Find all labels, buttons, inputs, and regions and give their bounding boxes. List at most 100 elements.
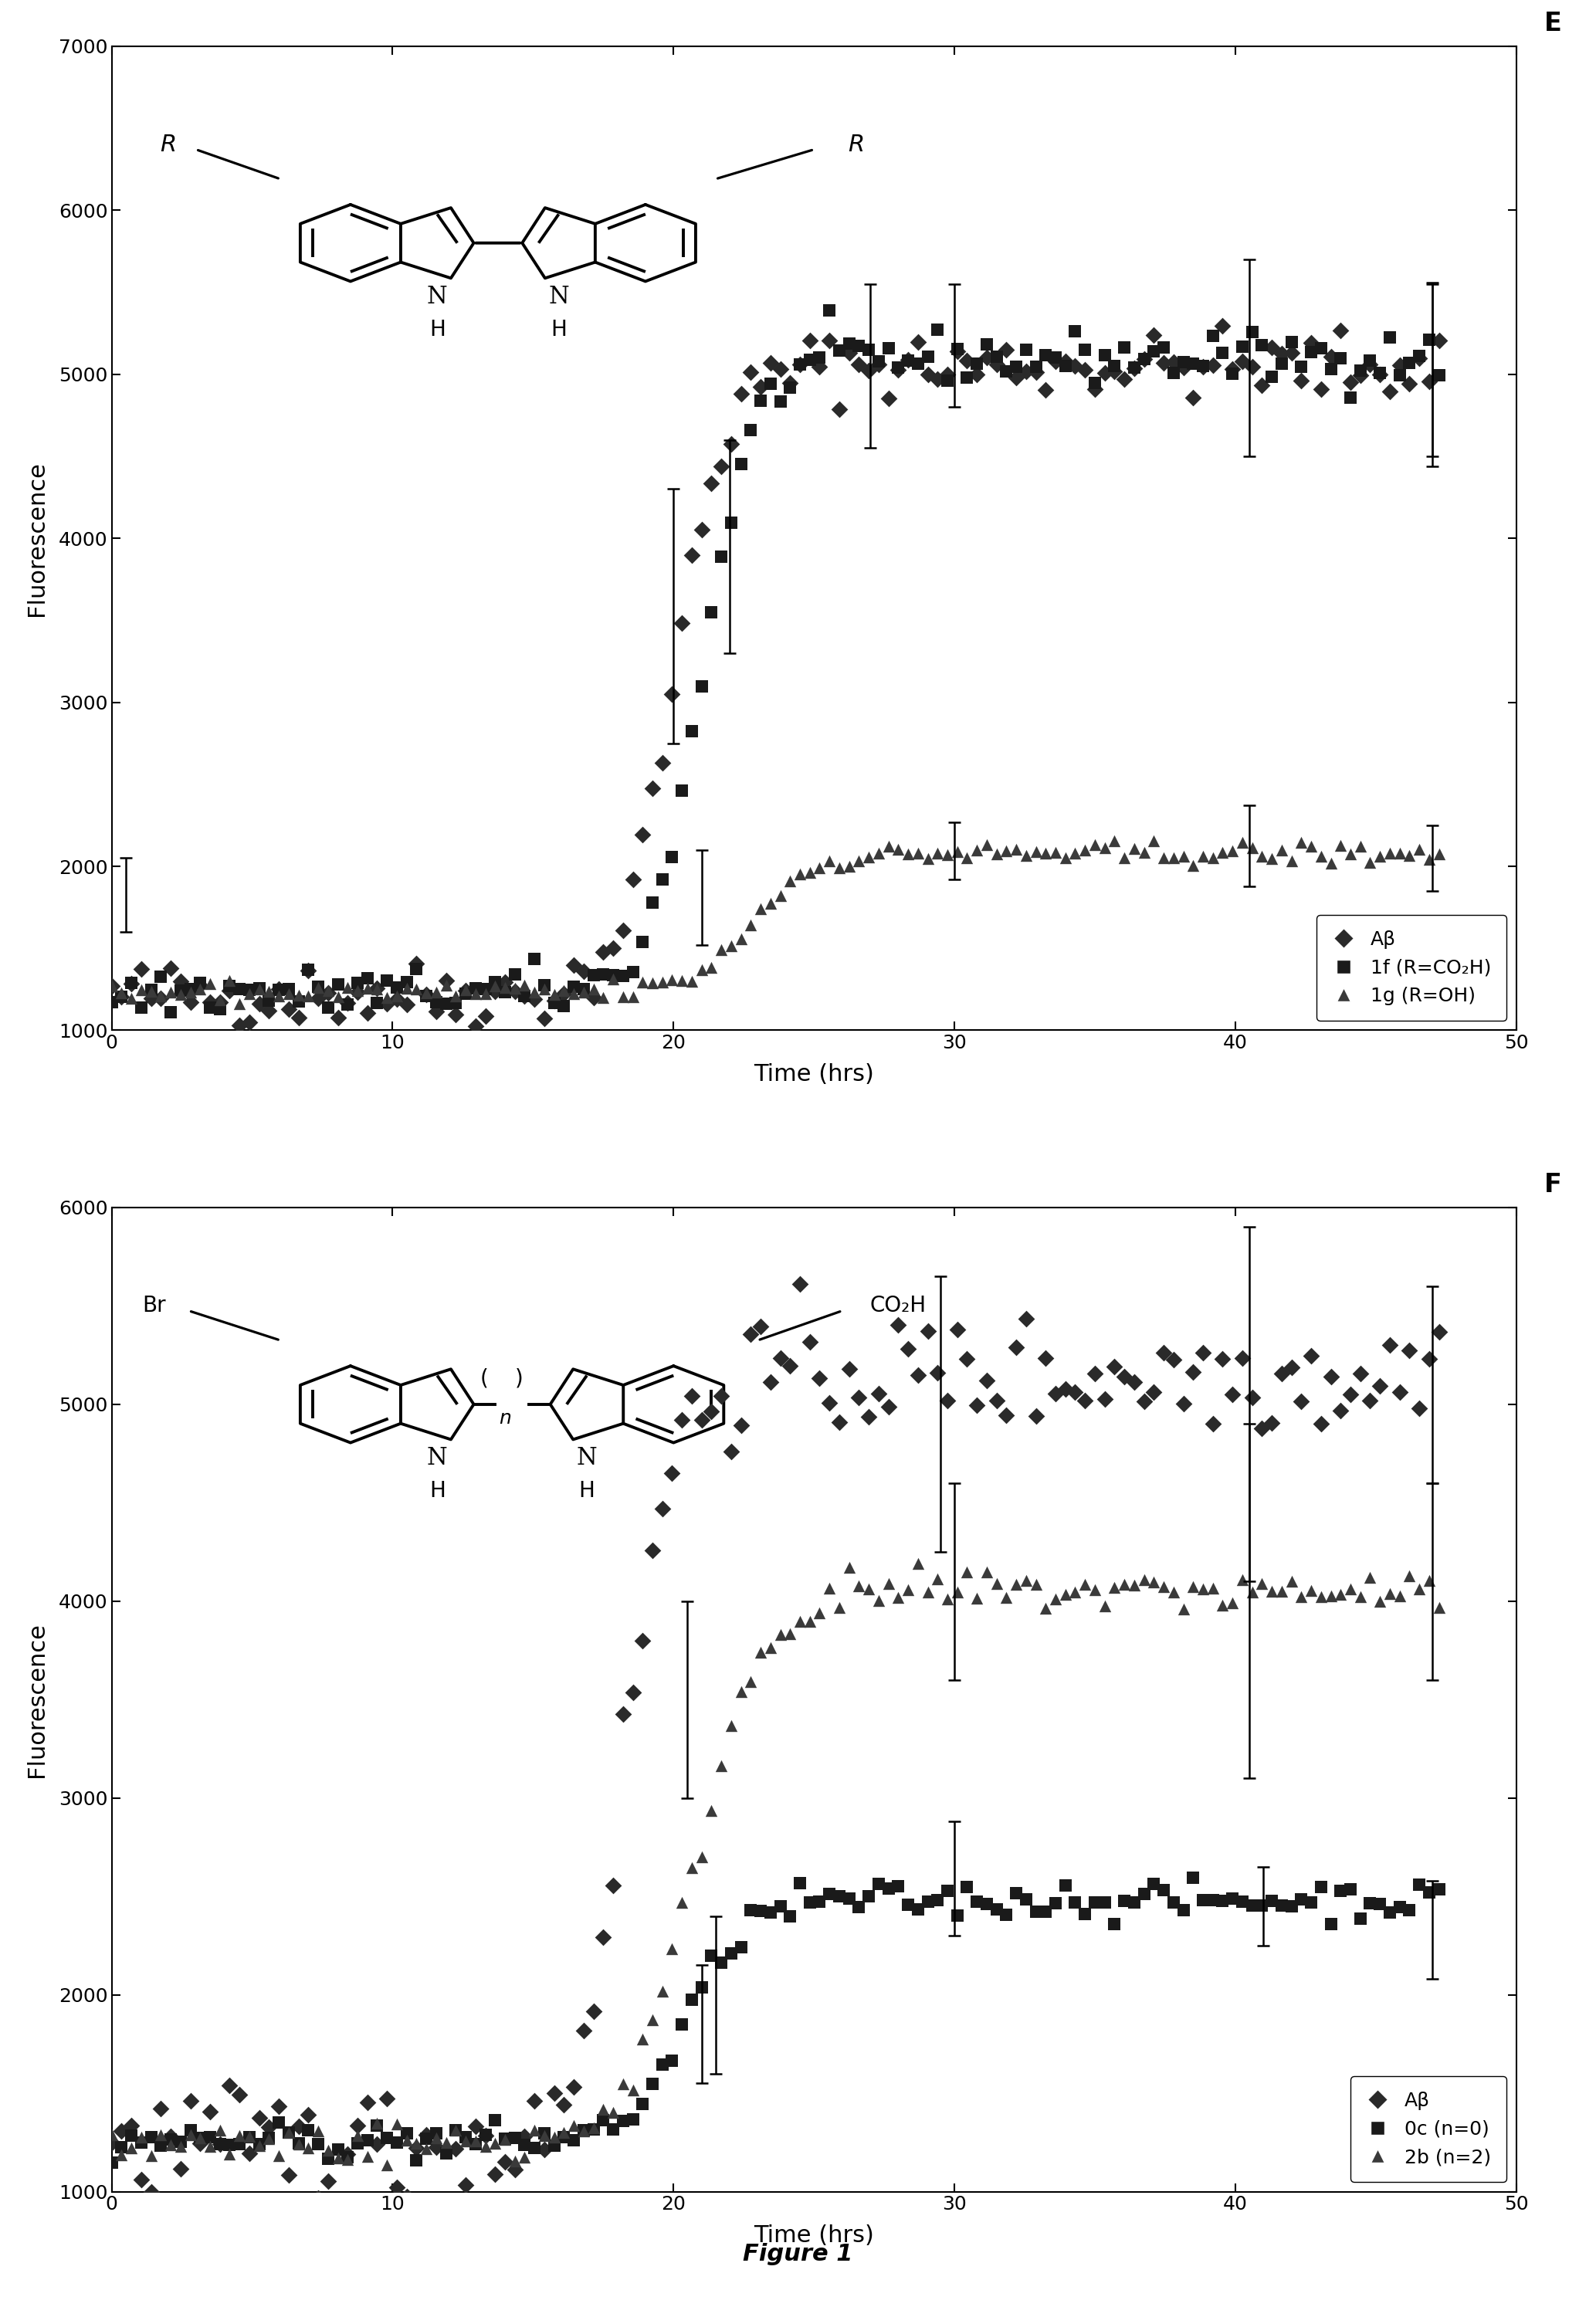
- Point: [1082, 826, 1108, 863]
- Point: [1200, 840, 1226, 877]
- Point: [749, 891, 774, 927]
- Point: [1170, 837, 1195, 874]
- Point: [886, 1578, 911, 1615]
- Point: [1092, 1587, 1117, 1624]
- Point: [1229, 1562, 1254, 1599]
- Point: [650, 1972, 675, 2009]
- Point: [482, 964, 508, 1001]
- Text: N: N: [426, 1446, 447, 1470]
- Point: [905, 835, 930, 872]
- Point: [345, 971, 370, 1008]
- Point: [472, 971, 498, 1008]
- Point: [326, 999, 351, 1036]
- Point: [945, 833, 970, 870]
- Point: [373, 2120, 399, 2157]
- Point: [1073, 332, 1098, 369]
- Point: [1101, 1906, 1127, 1942]
- Point: [1357, 1382, 1382, 1419]
- Point: [1111, 1566, 1136, 1603]
- Point: [1082, 1571, 1108, 1608]
- Point: [354, 994, 380, 1031]
- Point: [974, 339, 999, 376]
- Point: [453, 976, 479, 1013]
- Point: [257, 2120, 282, 2157]
- Point: [531, 967, 557, 1004]
- Point: [217, 2067, 243, 2104]
- Point: [945, 1310, 970, 1347]
- Point: [257, 2120, 282, 2157]
- Point: [207, 990, 233, 1027]
- Point: [512, 978, 538, 1015]
- Point: [817, 293, 843, 330]
- Point: [659, 1931, 685, 1968]
- Point: [1406, 339, 1432, 376]
- Point: [855, 1398, 881, 1435]
- Point: [1111, 840, 1136, 877]
- Point: [1013, 1880, 1039, 1917]
- Point: [600, 2092, 626, 2129]
- Point: [1033, 1590, 1058, 1626]
- Point: [1023, 1398, 1049, 1435]
- Point: [886, 831, 911, 867]
- Point: [433, 962, 458, 999]
- Point: [198, 990, 223, 1027]
- Point: [796, 1885, 822, 1922]
- Point: [562, 2106, 587, 2143]
- Point: [1309, 1869, 1334, 1906]
- Point: [964, 1883, 990, 1919]
- Point: [1259, 1405, 1285, 1442]
- Point: [817, 1569, 843, 1606]
- Point: [1132, 833, 1157, 870]
- Point: [935, 362, 961, 399]
- Point: [257, 2109, 282, 2146]
- Point: [158, 2120, 184, 2157]
- Point: [876, 1871, 902, 1908]
- Point: [267, 971, 292, 1008]
- Point: [1101, 353, 1127, 390]
- Point: [385, 978, 410, 1015]
- Point: [551, 976, 576, 1013]
- Point: [1033, 337, 1058, 374]
- Point: [895, 1571, 921, 1608]
- Point: [640, 964, 666, 1001]
- Point: [1309, 330, 1334, 367]
- Point: [148, 978, 174, 1015]
- Point: [994, 1398, 1020, 1435]
- Point: [1092, 355, 1117, 392]
- Point: [591, 1919, 616, 1956]
- Point: [1368, 355, 1393, 392]
- Point: [1013, 1562, 1039, 1599]
- Point: [689, 1400, 715, 1437]
- Point: [827, 1878, 852, 1915]
- Point: [619, 953, 645, 990]
- Point: [640, 1532, 666, 1569]
- Point: [915, 1883, 940, 1919]
- Point: [286, 983, 311, 1020]
- Point: [1347, 828, 1373, 865]
- Point: [600, 960, 626, 997]
- Point: [404, 950, 429, 987]
- Point: [503, 957, 528, 994]
- Point: [1387, 835, 1412, 872]
- Point: [1042, 344, 1068, 381]
- Point: [1160, 1343, 1186, 1380]
- Point: [817, 1876, 843, 1913]
- Point: [227, 971, 252, 1008]
- Point: [1368, 1885, 1393, 1922]
- Point: [512, 2127, 538, 2164]
- Point: [1416, 321, 1441, 358]
- Point: [669, 604, 694, 641]
- Point: [385, 2125, 410, 2162]
- Point: [227, 985, 252, 1022]
- Point: [118, 980, 144, 1017]
- Point: [1259, 1573, 1285, 1610]
- Point: [99, 983, 124, 1020]
- Point: [148, 2127, 174, 2164]
- Point: [768, 1887, 793, 1924]
- Point: [1122, 348, 1148, 385]
- Point: [1033, 1340, 1058, 1377]
- Point: [836, 1548, 862, 1585]
- Point: [276, 2113, 302, 2150]
- Point: [1141, 1373, 1167, 1410]
- Point: [1328, 1576, 1353, 1613]
